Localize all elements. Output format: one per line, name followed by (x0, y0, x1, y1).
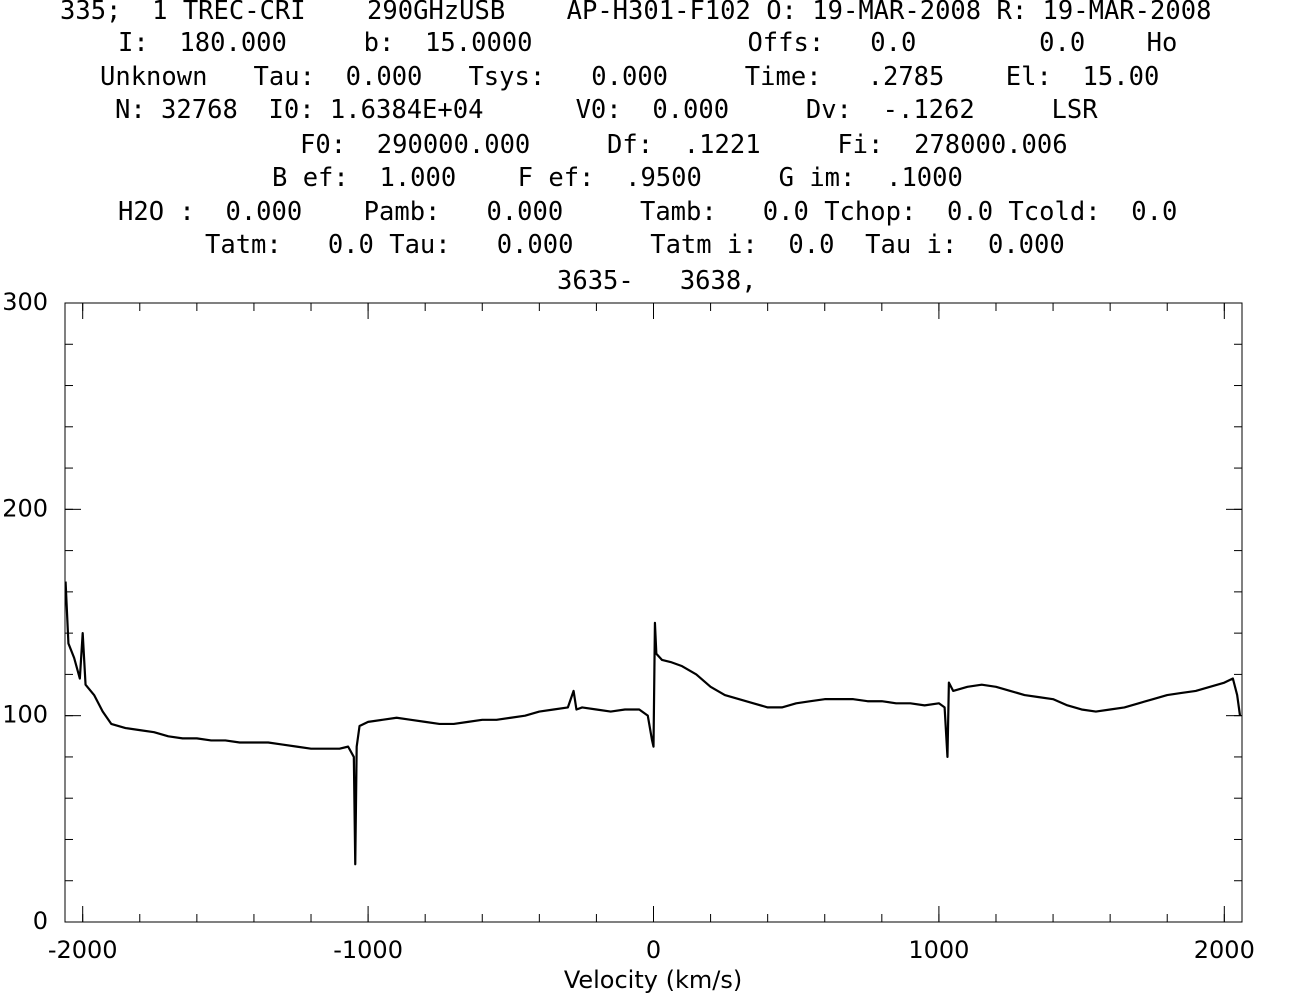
x-tick-label: 1000 (908, 936, 969, 964)
x-tick-label: 2000 (1194, 936, 1255, 964)
header-line: 335; 1 TREC-CRI 290GHzUSB AP-H301-F102 O… (60, 0, 1211, 26)
x-axis-label: Velocity (km/s) (564, 966, 742, 994)
header-line: Tatm: 0.0 Tau: 0.000 Tatm i: 0.0 Tau i: … (205, 230, 1065, 260)
y-tick-label: 300 (2, 288, 48, 316)
header-line: N: 32768 I0: 1.6384E+04 V0: 0.000 Dv: -.… (115, 95, 1098, 125)
x-tick-label: -2000 (48, 936, 118, 964)
spectrum-line (64, 581, 1242, 866)
header-line: F0: 290000.000 Df: .1221 Fi: 278000.006 (300, 130, 1068, 160)
header-line: H2O : 0.000 Pamb: 0.000 Tamb: 0.0 Tchop:… (118, 197, 1177, 227)
header-line: Unknown Tau: 0.000 Tsys: 0.000 Time: .27… (100, 62, 1159, 92)
plot-frame (64, 302, 1243, 923)
x-tick-label: -1000 (333, 936, 403, 964)
header-line: 3635- 3638, (557, 266, 757, 296)
y-tick-label: 200 (2, 494, 48, 522)
y-tick-label: 0 (33, 907, 48, 935)
x-tick-label: 0 (646, 936, 661, 964)
header-line: I: 180.000 b: 15.0000 Offs: 0.0 0.0 Ho (118, 28, 1177, 58)
header-line: B ef: 1.000 F ef: .9500 G im: .1000 (272, 163, 963, 193)
y-tick-label: 100 (2, 701, 48, 729)
